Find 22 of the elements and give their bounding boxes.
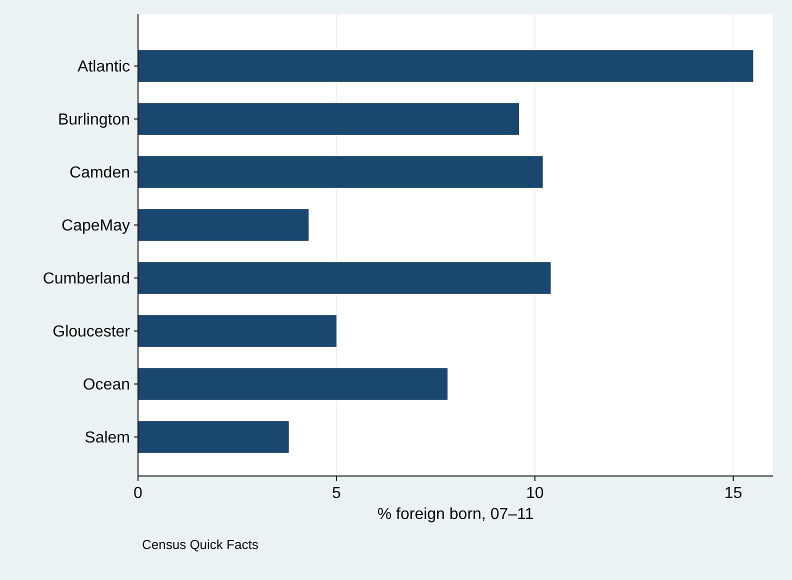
bar [138, 209, 309, 241]
y-tick-label: CapeMay [62, 218, 130, 235]
y-tick-label: Ocean [82, 376, 130, 394]
bar [138, 368, 448, 400]
bar [138, 262, 551, 294]
bar [138, 156, 543, 188]
x-tick-label: 10 [526, 485, 544, 502]
bar [138, 50, 754, 82]
x-tick-label: 0 [134, 485, 143, 502]
y-tick-label: Gloucester [52, 324, 131, 341]
text: Census Quick Facts [142, 537, 259, 552]
y-tick-label: Salem [84, 430, 130, 447]
y-tick-label: Atlantic [78, 58, 130, 76]
y-tick-label: Cumberland [42, 270, 130, 288]
x-axis-title: % foreign born, 07–11 [377, 506, 534, 523]
x-tick-label: 5 [332, 485, 341, 502]
y-tick-label: Burlington [58, 112, 130, 129]
x-tick-label: 15 [724, 485, 742, 502]
bar [138, 315, 336, 347]
bar [138, 103, 519, 135]
bar [138, 421, 289, 453]
y-tick-label: Camden [70, 164, 130, 182]
